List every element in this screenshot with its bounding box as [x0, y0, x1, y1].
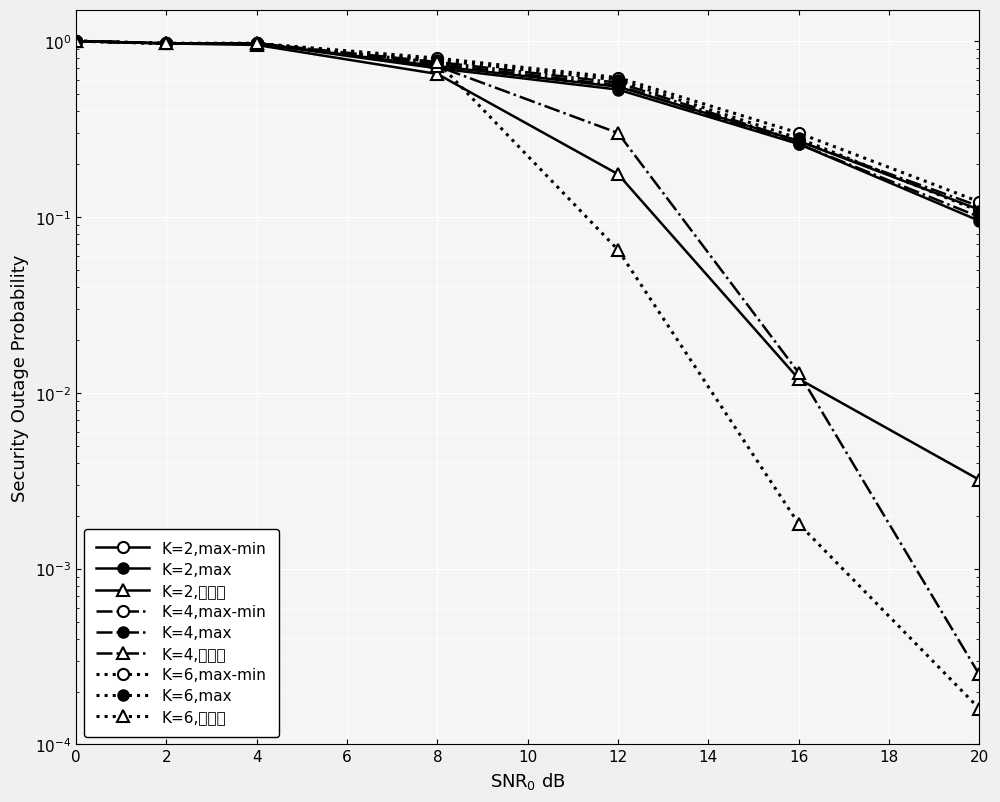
- K=2,本发明: [70, 37, 82, 47]
- Line: K=4,本发明: K=4,本发明: [70, 36, 986, 681]
- Legend: K=2,max-min, K=2,max, K=2,本发明, K=4,max-min, K=4,max, K=4,本发明, K=6,max-min, K=6,m: K=2,max-min, K=2,max, K=2,本发明, K=4,max-m…: [84, 529, 279, 737]
- Line: K=6,max: K=6,max: [71, 36, 985, 217]
- K=6,本发明: [973, 704, 985, 714]
- K=4,max-min: [973, 202, 985, 212]
- K=6,max: [431, 56, 443, 66]
- K=4,max-min: [70, 37, 82, 47]
- K=4,max: [973, 213, 985, 222]
- K=6,本发明: [70, 37, 82, 47]
- K=4,本发明: [160, 39, 172, 49]
- K=2,max: [70, 37, 82, 47]
- K=2,max-min: [431, 63, 443, 72]
- K=4,max-min: [251, 39, 263, 49]
- K=6,max-min: [612, 74, 624, 83]
- K=4,max-min: [160, 39, 172, 49]
- K=6,max: [160, 39, 172, 49]
- K=6,max: [251, 39, 263, 49]
- Line: K=4,max-min: K=4,max-min: [71, 36, 985, 213]
- K=6,max: [70, 37, 82, 47]
- K=2,max-min: [793, 137, 805, 147]
- K=6,max-min: [431, 55, 443, 64]
- K=2,max-min: [251, 39, 263, 49]
- K=2,max: [251, 39, 263, 49]
- K=4,max: [793, 140, 805, 150]
- K=4,max-min: [431, 58, 443, 67]
- Line: K=4,max: K=4,max: [71, 36, 985, 223]
- K=2,max-min: [160, 39, 172, 49]
- K=2,max-min: [612, 83, 624, 92]
- K=2,max: [160, 39, 172, 49]
- K=2,max: [793, 140, 805, 150]
- K=6,max-min: [251, 39, 263, 49]
- K=4,本发明: [612, 129, 624, 139]
- K=4,max: [70, 37, 82, 47]
- K=2,本发明: [160, 39, 172, 49]
- K=2,本发明: [793, 375, 805, 384]
- K=4,max: [431, 60, 443, 70]
- K=6,本发明: [793, 519, 805, 529]
- K=4,max: [612, 82, 624, 91]
- K=6,max-min: [160, 39, 172, 49]
- K=2,max: [431, 64, 443, 74]
- K=4,本发明: [251, 39, 263, 49]
- K=2,本发明: [431, 70, 443, 79]
- K=6,本发明: [160, 39, 172, 49]
- K=4,本发明: [793, 368, 805, 378]
- K=2,max: [973, 217, 985, 226]
- X-axis label: SNR$_0$ dB: SNR$_0$ dB: [490, 770, 566, 791]
- K=2,本发明: [612, 170, 624, 180]
- Line: K=6,max-min: K=6,max-min: [71, 36, 985, 208]
- K=4,max: [251, 39, 263, 49]
- K=2,max: [612, 86, 624, 95]
- K=2,max-min: [70, 37, 82, 47]
- Line: K=6,本发明: K=6,本发明: [70, 36, 986, 715]
- K=4,max: [160, 39, 172, 49]
- Line: K=2,本发明: K=2,本发明: [70, 36, 986, 487]
- K=6,max: [612, 76, 624, 86]
- K=4,本发明: [431, 63, 443, 72]
- K=6,本发明: [431, 58, 443, 67]
- K=2,本发明: [251, 41, 263, 51]
- K=6,max-min: [973, 197, 985, 207]
- K=2,本发明: [973, 476, 985, 485]
- K=4,本发明: [973, 670, 985, 679]
- K=4,本发明: [70, 37, 82, 47]
- K=6,max-min: [70, 37, 82, 47]
- K=2,max-min: [973, 205, 985, 215]
- K=6,max: [973, 207, 985, 217]
- Y-axis label: Security Outage Probability: Security Outage Probability: [11, 254, 29, 501]
- K=6,本发明: [251, 39, 263, 49]
- Line: K=2,max-min: K=2,max-min: [71, 36, 985, 216]
- K=4,max-min: [793, 137, 805, 147]
- K=6,max-min: [793, 129, 805, 139]
- K=6,max: [793, 134, 805, 144]
- Line: K=2,max: K=2,max: [71, 36, 985, 227]
- K=6,本发明: [612, 245, 624, 255]
- K=4,max-min: [612, 79, 624, 88]
